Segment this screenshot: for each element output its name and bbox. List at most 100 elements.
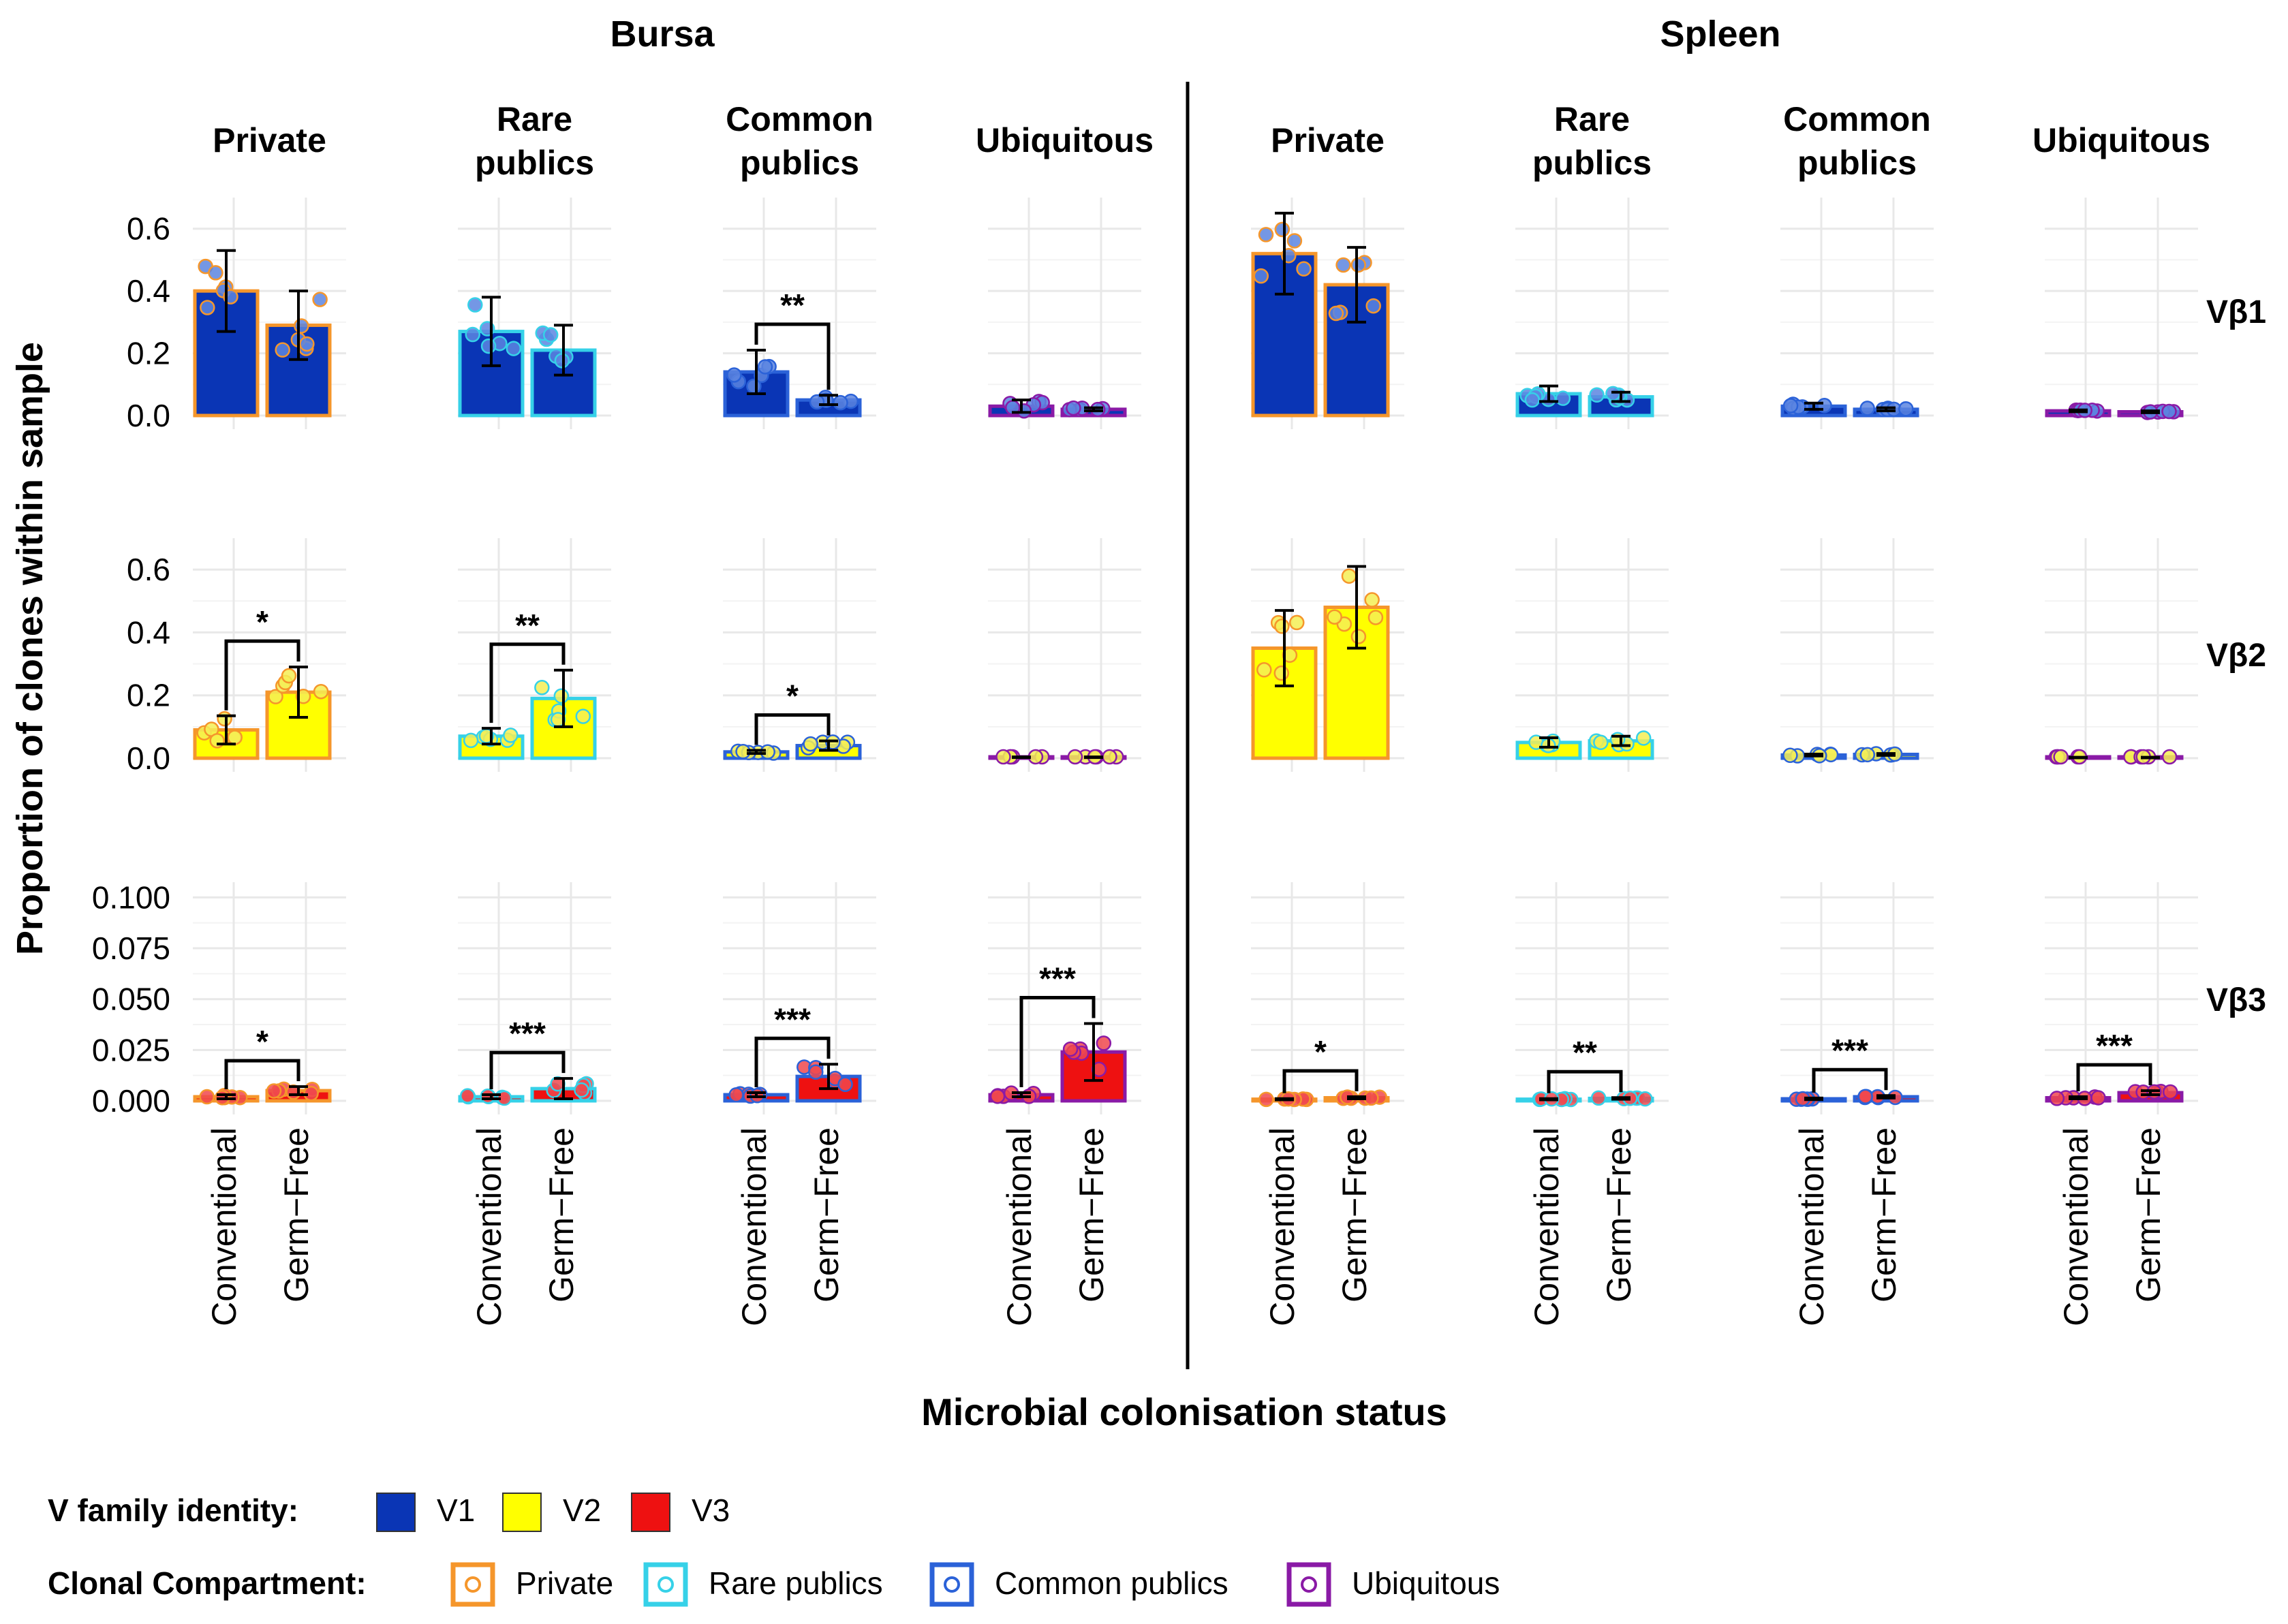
- legend-label: Ubiquitous: [1352, 1565, 1500, 1601]
- data-point: [2161, 403, 2177, 420]
- data-point: [1637, 1091, 1653, 1107]
- data-point: [208, 265, 223, 281]
- data-point: [1363, 1090, 1379, 1106]
- x-tick-label: Germ−Free: [1865, 1127, 1903, 1302]
- x-tick-label: Germ−Free: [1335, 1127, 1374, 1302]
- legend: V family identity: V1 V2 V3 Clonal Compartme…: [48, 1493, 1500, 1607]
- data-point: [1274, 221, 1290, 238]
- data-point: [1286, 233, 1303, 249]
- data-point: [503, 728, 519, 743]
- data-point: [1857, 1089, 1873, 1104]
- data-point: [760, 744, 775, 760]
- data-point: [1258, 227, 1274, 243]
- data-point: [1589, 387, 1605, 403]
- x-tick-label: Conventional: [2057, 1127, 2095, 1326]
- x-tick-label: Germ−Free: [542, 1127, 581, 1302]
- legend-label: Common publics: [995, 1565, 1228, 1601]
- x-tick-label: Conventional: [470, 1127, 508, 1326]
- x-tick-label: Conventional: [1793, 1127, 1831, 1326]
- data-point: [1273, 665, 1290, 681]
- compartment-header: Rare: [497, 100, 572, 138]
- data-point: [1253, 268, 1269, 284]
- data-point: [837, 1076, 853, 1093]
- data-point: [542, 327, 559, 343]
- data-point: [1605, 386, 1621, 402]
- data-point: [995, 749, 1011, 765]
- x-tick-label: Germ−Free: [1600, 1127, 1638, 1302]
- y-tick-label: 0.100: [92, 879, 170, 915]
- significance-label: ***: [509, 1016, 546, 1051]
- data-point: [809, 394, 825, 410]
- x-axis-title: Microbial colonisation status: [921, 1390, 1447, 1433]
- data-point: [465, 326, 480, 343]
- data-point: [1555, 390, 1571, 406]
- compartment-header: Ubiquitous: [976, 121, 1154, 159]
- legend-swatch-v1: [376, 1493, 416, 1532]
- data-point: [299, 336, 315, 352]
- data-point: [1282, 647, 1298, 663]
- data-point: [554, 353, 570, 369]
- data-point: [2163, 1084, 2178, 1100]
- data-point: [1256, 662, 1272, 678]
- data-point: [728, 1087, 744, 1103]
- significance-label: *: [786, 678, 799, 714]
- data-point: [268, 689, 283, 704]
- data-point: [1066, 400, 1081, 416]
- data-point: [1590, 1090, 1607, 1106]
- data-point: [281, 668, 297, 684]
- data-point: [2053, 749, 2069, 765]
- y-tick-label: 0.6: [127, 552, 170, 587]
- data-point: [1328, 305, 1344, 322]
- significance-label: ***: [1831, 1033, 1868, 1068]
- y-tick-label: 0.2: [127, 678, 170, 713]
- data-point: [275, 342, 290, 358]
- data-point: [1782, 747, 1798, 764]
- significance-label: **: [780, 287, 805, 323]
- significance-label: **: [1573, 1035, 1597, 1070]
- significance-label: *: [256, 1024, 268, 1059]
- data-point: [1635, 730, 1652, 746]
- y-tick-label: 0.000: [92, 1083, 170, 1119]
- data-point: [1335, 257, 1351, 273]
- legend-swatch-compartment: [1286, 1562, 1331, 1607]
- errorbar-layer: [217, 211, 2160, 1102]
- significance-bracket: [1547, 1069, 1623, 1093]
- data-point: [757, 359, 773, 375]
- data-point: [266, 1083, 282, 1099]
- y-axis-title: Proportion of clones within sample: [10, 342, 50, 955]
- data-point: [1524, 392, 1541, 408]
- legend-point-icon: [658, 1576, 674, 1593]
- x-tick-label: Germ−Free: [2129, 1127, 2167, 1302]
- significance-bracket: [2076, 1063, 2152, 1092]
- tissue-header: Spleen: [1660, 14, 1780, 54]
- significance-bracket: [1019, 996, 1096, 1088]
- x-tick-label: Conventional: [1528, 1127, 1566, 1326]
- x-tick-label: Conventional: [735, 1127, 773, 1326]
- text-layer: 0.0 0.2 0.4 0.6 0.0 0.2 0.4 0.6 0.000 0.025 0.050 0…: [10, 14, 2266, 1433]
- data-point: [1274, 619, 1290, 634]
- data-point: [833, 394, 848, 411]
- data-point: [1859, 747, 1876, 763]
- tissue-header: Bursa: [610, 14, 715, 54]
- legend-point-icon: [1301, 1576, 1317, 1593]
- row-label: Vβ3: [2206, 982, 2266, 1018]
- legend-swatch-compartment: [450, 1562, 495, 1607]
- data-point: [746, 378, 762, 394]
- row-label: Vβ1: [2206, 294, 2266, 330]
- legend-label: V1: [437, 1493, 475, 1528]
- significance-label: ***: [774, 1001, 811, 1037]
- compartment-header: Common: [1783, 100, 1931, 138]
- data-point: [313, 683, 329, 700]
- data-point: [199, 1089, 215, 1105]
- data-point: [463, 732, 479, 749]
- y-tick-label: 0.2: [127, 336, 170, 371]
- data-point: [1102, 749, 1117, 765]
- compartment-header: publics: [1532, 144, 1652, 182]
- data-point: [312, 292, 328, 307]
- significance-bracket: [754, 713, 831, 745]
- compartment-header: Ubiquitous: [2032, 121, 2210, 159]
- legend-label: V3: [692, 1493, 730, 1528]
- data-point: [1365, 298, 1381, 314]
- data-point: [1096, 1035, 1112, 1051]
